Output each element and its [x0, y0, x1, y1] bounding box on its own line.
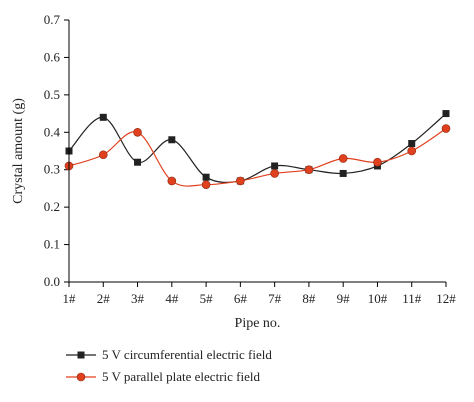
x-tick-label: 7#: [268, 291, 282, 306]
data-point-circle: [441, 124, 451, 133]
x-tick-label: 12#: [436, 291, 456, 306]
y-axis-ticks: 0.0 0.1 0.2 0.3 0.4 0.5 0.6 0.7: [44, 12, 69, 289]
legend-marker-square: [77, 351, 85, 359]
data-point-circle: [133, 127, 142, 137]
data-point-square: [339, 169, 347, 177]
legend-label: 5 V circumferential electric field: [102, 347, 272, 362]
x-tick-label: 5#: [200, 291, 214, 306]
data-point-square: [202, 173, 210, 181]
y-tick-label: 0.0: [44, 274, 60, 289]
x-tick-label: 2#: [97, 291, 111, 306]
y-tick-label: 0.7: [44, 12, 61, 27]
series-line-1: [68, 113, 447, 183]
legend: 5 V circumferential electric field 5 V pa…: [66, 347, 272, 384]
data-point-square: [408, 140, 416, 148]
data-point-square: [271, 162, 279, 170]
x-tick-label: 8#: [302, 291, 316, 306]
data-point-square: [99, 113, 107, 121]
x-tick-label: 1#: [63, 291, 77, 306]
legend-label: 5 V parallel plate electric field: [102, 369, 260, 384]
series-line-2: [68, 128, 447, 187]
x-tick-label: 10#: [368, 291, 388, 306]
data-point-circle: [338, 154, 348, 163]
x-tick-label: 11#: [402, 291, 422, 306]
x-tick-label: 4#: [165, 291, 179, 306]
data-point-circle: [201, 180, 211, 189]
data-point-circle: [167, 176, 177, 186]
x-tick-label: 3#: [131, 291, 145, 306]
data-point-circle: [270, 169, 279, 178]
data-point-circle: [407, 146, 417, 156]
data-point-square: [442, 110, 450, 118]
y-tick-label: 0.6: [44, 49, 61, 64]
y-tick-label: 0.4: [44, 124, 61, 139]
data-point-square: [168, 136, 176, 144]
y-tick-label: 0.1: [44, 237, 60, 252]
data-point-circle: [373, 157, 382, 167]
data-point-square: [134, 158, 142, 166]
x-tick-label: 9#: [337, 291, 351, 306]
y-tick-label: 0.5: [44, 87, 60, 102]
x-axis-title: Pipe no.: [235, 316, 281, 331]
data-point-circle: [98, 150, 108, 160]
data-point-circle: [304, 165, 314, 175]
y-axis-title: Crystal amount (g): [11, 98, 26, 204]
legend-marker-circle: [76, 372, 86, 382]
x-axis-ticks: 1# 2# 3# 4# 5# 6# 7# 8# 9# 10# 11# 12#: [63, 282, 456, 306]
x-tick-label: 6#: [234, 291, 248, 306]
data-point-circle: [236, 176, 245, 186]
series-lines: [64, 110, 451, 189]
y-tick-label: 0.3: [44, 162, 60, 177]
y-tick-label: 0.2: [44, 199, 60, 214]
